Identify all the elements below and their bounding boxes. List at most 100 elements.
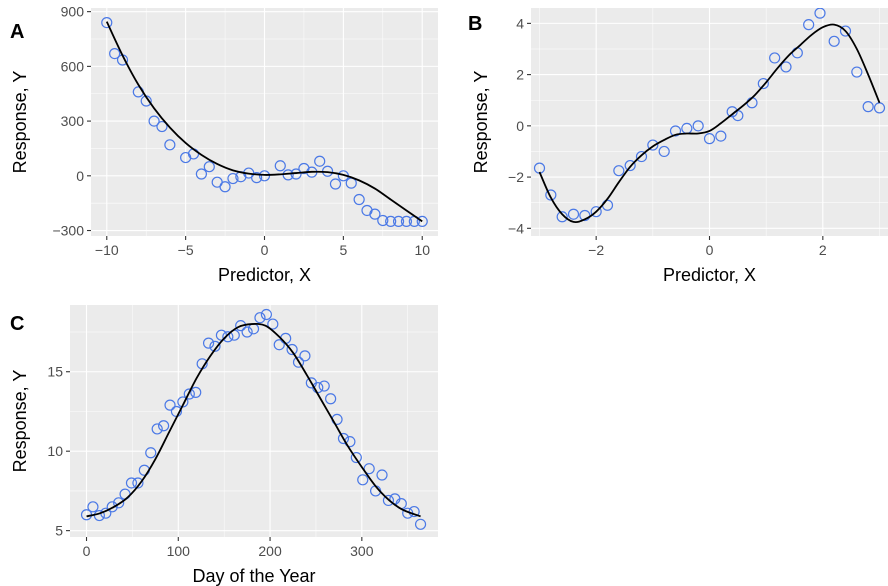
data-point: [715, 130, 727, 142]
data-point: [613, 165, 625, 177]
panel-tag: C: [10, 313, 24, 335]
data-point: [101, 16, 113, 29]
data-point: [227, 172, 239, 185]
data-point: [156, 120, 168, 133]
data-point: [414, 518, 427, 530]
data-point: [757, 77, 769, 90]
data-point: [703, 133, 716, 145]
data-point: [337, 432, 350, 445]
plot-data: [80, 308, 427, 530]
data-point: [273, 339, 285, 351]
data-point: [647, 139, 659, 151]
fitted-curve: [538, 23, 881, 224]
x-tick-label: 2: [819, 242, 827, 258]
y-tick-label: 10: [47, 443, 63, 459]
y-tick-label: 0: [76, 168, 84, 184]
data-point: [385, 215, 397, 228]
data-point: [382, 494, 395, 507]
data-point: [635, 150, 648, 163]
data-point: [258, 170, 271, 182]
data-point: [329, 178, 342, 190]
data-point: [251, 172, 263, 184]
y-axis-title: Response, Y: [471, 71, 491, 174]
data-point: [260, 308, 272, 321]
x-tick-label: 5: [339, 242, 347, 258]
panel-tag: B: [468, 13, 482, 35]
data-point: [726, 106, 738, 118]
data-point: [658, 145, 670, 158]
data-point: [862, 101, 874, 113]
plot-background: [70, 305, 438, 537]
data-point: [590, 206, 602, 218]
data-point: [363, 463, 375, 475]
data-point: [780, 61, 792, 73]
x-tick-label: 10: [414, 242, 430, 258]
data-point: [416, 215, 428, 228]
fitted-curve: [86, 322, 421, 518]
y-axis-title: Response, Y: [10, 71, 30, 174]
data-point: [803, 19, 815, 31]
x-tick-label: 100: [167, 543, 191, 559]
data-point: [669, 125, 682, 137]
data-point: [624, 159, 636, 172]
y-tick-label: 600: [61, 58, 85, 74]
data-point: [190, 386, 202, 398]
data-point: [183, 388, 195, 400]
data-point: [209, 340, 221, 352]
data-point: [219, 181, 231, 193]
x-tick-label: 200: [258, 543, 282, 559]
data-point: [377, 214, 389, 227]
data-point: [814, 8, 826, 19]
data-point: [769, 52, 781, 64]
data-point: [828, 35, 840, 47]
data-point: [113, 497, 125, 509]
data-point: [158, 420, 170, 432]
data-point: [567, 208, 580, 220]
data-point: [369, 208, 381, 220]
x-tick-label: 0: [706, 242, 714, 258]
data-point: [132, 477, 144, 489]
data-point: [545, 189, 557, 201]
fitted-curve: [105, 21, 423, 223]
data-point: [318, 380, 330, 392]
y-tick-label: 900: [61, 4, 85, 20]
y-tick-label: 5: [55, 523, 63, 539]
data-point: [254, 312, 266, 324]
panel-b: −2 0 2 −4 −2 0 2 4 Predictor, X Response, Y B: [468, 8, 888, 285]
data-point: [202, 337, 215, 349]
data-point: [125, 477, 138, 489]
data-point: [314, 155, 326, 167]
y-tick-label: −300: [52, 223, 84, 239]
y-tick-label: 15: [47, 364, 63, 380]
plot-data: [101, 16, 428, 228]
x-axis-title: Predictor, X: [218, 265, 311, 285]
data-point: [851, 66, 863, 78]
data-point: [556, 211, 568, 223]
y-axis-title: Response, Y: [10, 370, 30, 473]
data-point: [241, 326, 253, 338]
panel-tag: A: [10, 21, 24, 43]
panel-c: 0 100 200 300 5 10 15 Day of the Year Response, …: [10, 305, 438, 586]
data-point: [357, 474, 369, 486]
data-point: [195, 168, 208, 180]
x-axis-title: Predictor, X: [663, 265, 756, 285]
x-tick-label: 300: [350, 543, 374, 559]
data-point: [350, 451, 362, 464]
data-point: [164, 139, 176, 151]
panel-a: −10 −5 0 5 10 −300 0 300 600 900 Predictor, X Respo…: [10, 4, 438, 285]
x-tick-label: −10: [95, 242, 119, 258]
x-tick-label: 0: [83, 543, 91, 559]
y-tick-label: −2: [508, 169, 524, 185]
y-tick-label: 2: [516, 67, 524, 83]
data-point: [353, 193, 365, 206]
data-point: [579, 209, 591, 222]
y-tick-label: 0: [516, 118, 524, 134]
data-point: [873, 102, 886, 114]
data-point: [692, 120, 704, 132]
data-point: [286, 343, 298, 356]
data-point: [151, 423, 163, 435]
data-point: [87, 501, 99, 513]
data-point: [400, 215, 413, 228]
x-axis-title: Day of the Year: [192, 566, 315, 586]
